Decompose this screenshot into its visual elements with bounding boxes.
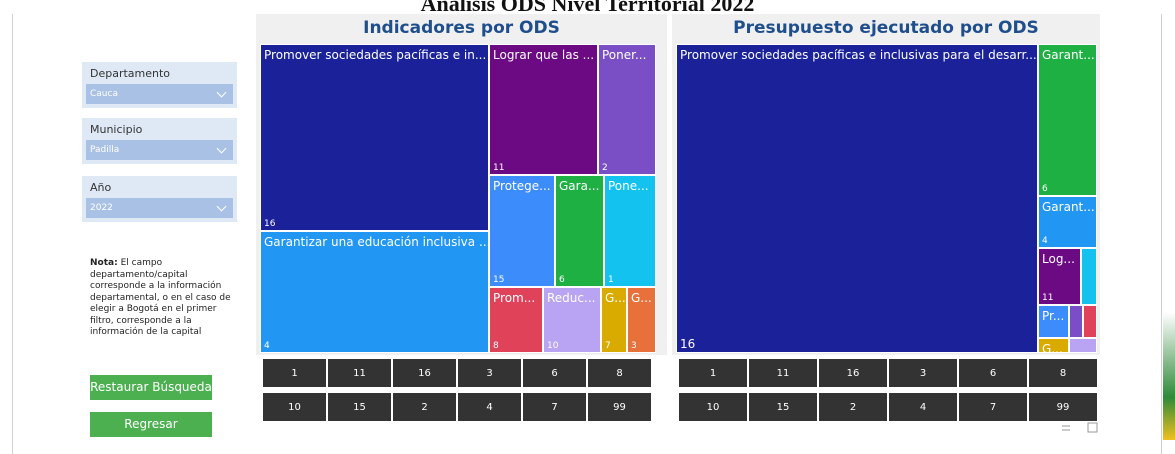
frame	[12, 14, 1162, 454]
treemap-tile[interactable]: Protege... 15	[489, 175, 555, 287]
treemap-tile[interactable]: Promover sociedades pacíficas e in... 16	[260, 44, 489, 231]
treemap-tile[interactable]: Gara... 6	[555, 175, 604, 287]
treemap-tile[interactable]: Reduc... 10	[543, 287, 601, 353]
treemap-tile[interactable]: Pone... 1	[604, 175, 656, 287]
treemap-tile[interactable]: G...	[1038, 338, 1069, 353]
tile-label: Gara...	[559, 179, 600, 193]
tile-label: G...	[605, 291, 626, 305]
tile-label: Prom...	[493, 291, 536, 305]
tile-label: Garant...	[1042, 48, 1095, 62]
ods-button[interactable]: 11	[748, 358, 818, 388]
icons	[1062, 422, 1098, 433]
treemap-title: Indicadores por ODS	[363, 18, 560, 38]
ods-button[interactable]: 2	[392, 392, 457, 422]
ods-button[interactable]: 15	[327, 392, 392, 422]
filter-label: Año	[90, 181, 112, 194]
note-text: El campo departamento/capital correspond…	[90, 258, 231, 337]
tile-label: G...	[631, 291, 652, 305]
ods-button[interactable]: 3	[888, 358, 958, 388]
tile-label: Poner...	[602, 48, 647, 62]
tile-label: Garantizar una educación inclusiva ...	[264, 235, 489, 249]
ods-button[interactable]: 99	[1028, 392, 1098, 422]
filter-label: Municipio	[90, 123, 143, 136]
tile-value: 15	[493, 275, 505, 285]
tile-value: 4	[1042, 236, 1048, 246]
tile-value: 3	[631, 341, 637, 351]
tile-value: 16	[680, 337, 696, 351]
tile-value: 4	[264, 341, 270, 351]
tile-label: G...	[1042, 342, 1063, 353]
tile-value: 10	[547, 341, 559, 351]
decoration	[1163, 14, 1175, 440]
tile-label: Promover sociedades pacíficas e inclusiv…	[680, 48, 1037, 62]
tile-value: 11	[493, 163, 505, 173]
treemap-tile[interactable]	[1083, 305, 1097, 338]
ods-button[interactable]: 16	[392, 358, 457, 388]
ods-button[interactable]: 2	[818, 392, 888, 422]
tile-label: Reduc...	[547, 291, 596, 305]
treemap-tile[interactable]: Log... 11	[1038, 248, 1081, 305]
treemap-tile[interactable]	[1069, 338, 1097, 353]
ods-button[interactable]: 1	[262, 358, 327, 388]
tile-value: 7	[605, 341, 611, 351]
tile-value: 2	[602, 163, 608, 173]
note: Nota: El campo departamento/capital corr…	[90, 258, 238, 339]
page: Análisis ODS Nivel Territorial 2022 Nota…	[0, 0, 1175, 440]
ods-button[interactable]: 10	[678, 392, 748, 422]
ods-button[interactable]: 8	[1028, 358, 1098, 388]
button[interactable]: Restaurar Búsqueda	[90, 375, 212, 400]
treemap-tile[interactable]: Poner... 2	[598, 44, 656, 175]
treemap-title: Presupuesto ejecutado por ODS	[733, 18, 1039, 38]
button[interactable]: Regresar	[90, 412, 212, 437]
treemap-tile[interactable]: G... 3	[627, 287, 656, 353]
tile-label: Protege...	[493, 179, 551, 193]
ods-button[interactable]: 7	[522, 392, 587, 422]
tile-value: 6	[1042, 184, 1048, 194]
treemap-tile[interactable]: G... 7	[601, 287, 627, 353]
treemap-tile[interactable]	[1069, 305, 1083, 338]
ods-button[interactable]: 7	[958, 392, 1028, 422]
treemap-tile[interactable]: Prom... 8	[489, 287, 543, 353]
ods-button[interactable]: 4	[888, 392, 958, 422]
page-title: Análisis ODS Nivel Territorial 2022	[420, 0, 755, 16]
filter: Departamento Cauca	[82, 62, 237, 108]
ods-button[interactable]: 16	[818, 358, 888, 388]
ods-button[interactable]: 15	[748, 392, 818, 422]
treemap-tile[interactable]: Garant... 4	[1038, 196, 1097, 248]
tile-label: Log...	[1042, 252, 1075, 266]
tile-value: 16	[264, 219, 276, 229]
filter: Municipio Padilla	[82, 118, 237, 164]
ods-button[interactable]: 6	[522, 358, 587, 388]
tile-value: 1	[608, 275, 614, 285]
filter-label: Departamento	[90, 67, 171, 80]
ods-button[interactable]: 6	[958, 358, 1028, 388]
treemap-tile[interactable]: Garantizar una educación inclusiva ... 4	[260, 231, 489, 353]
ods-button[interactable]: 1	[678, 358, 748, 388]
ods-button[interactable]: 99	[587, 392, 652, 422]
ods-button[interactable]: 8	[587, 358, 652, 388]
tile-label: Promover sociedades pacíficas e in...	[264, 48, 487, 62]
treemap-tile[interactable]: Pr...	[1038, 305, 1069, 338]
note-bold: Nota:	[90, 258, 118, 268]
tile-value: 6	[559, 275, 565, 285]
treemap-tile[interactable]: Garant... 6	[1038, 44, 1097, 196]
tile-label: Pr...	[1042, 309, 1065, 323]
treemap-tile[interactable]: Lograr que las ... 11	[489, 44, 598, 175]
tile-label: Lograr que las ...	[493, 48, 595, 62]
tile-label: Pone...	[608, 179, 649, 193]
dropdown[interactable]: Cauca	[86, 84, 233, 104]
tile-label: Garant...	[1042, 200, 1095, 214]
treemap-tile[interactable]: Promover sociedades pacíficas e inclusiv…	[676, 44, 1038, 353]
filter: Año 2022	[82, 176, 237, 222]
ods-button[interactable]: 4	[457, 392, 522, 422]
dropdown[interactable]: 2022	[86, 198, 233, 218]
tile-value: 8	[493, 341, 499, 351]
dropdown[interactable]: Padilla	[86, 140, 233, 160]
ods-button[interactable]: 11	[327, 358, 392, 388]
treemap-tile[interactable]	[1081, 248, 1097, 305]
ods-button[interactable]: 10	[262, 392, 327, 422]
ods-button[interactable]: 3	[457, 358, 522, 388]
tile-value: 11	[1042, 293, 1054, 303]
